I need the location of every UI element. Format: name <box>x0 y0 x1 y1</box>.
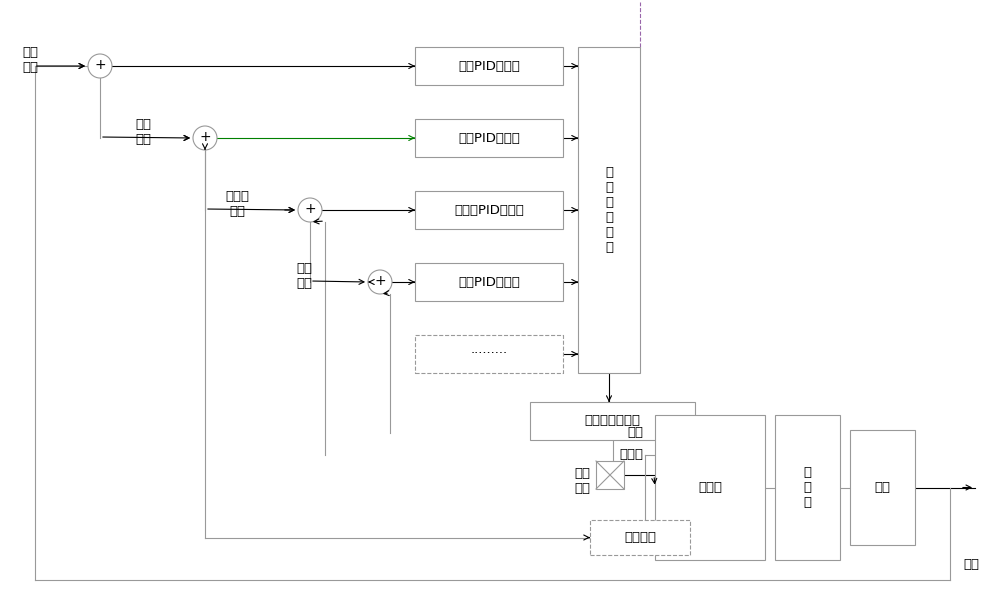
Text: 燃料阀控制模块: 燃料阀控制模块 <box>584 415 640 427</box>
Text: ·········: ········· <box>470 347 508 361</box>
Text: 转速: 转速 <box>627 427 643 440</box>
Bar <box>850 430 915 545</box>
Circle shape <box>298 198 322 222</box>
Text: 燃料
阀门: 燃料 阀门 <box>574 467 590 495</box>
Circle shape <box>193 126 217 150</box>
Text: 压比
基准: 压比 基准 <box>135 118 151 146</box>
Text: 加速度
基准: 加速度 基准 <box>225 190 249 218</box>
Circle shape <box>368 270 392 294</box>
Bar <box>415 119 563 157</box>
Bar <box>415 263 563 301</box>
Text: 控
制
模
式
选
择: 控 制 模 式 选 择 <box>605 166 613 254</box>
Text: 燃
烧
室: 燃 烧 室 <box>804 466 812 509</box>
Bar <box>590 520 690 555</box>
Text: 计算压比: 计算压比 <box>624 531 656 544</box>
Bar <box>655 415 765 560</box>
Text: 温度
基准: 温度 基准 <box>22 46 38 74</box>
Bar <box>596 461 624 489</box>
Bar <box>415 47 563 85</box>
Text: 加速度: 加速度 <box>619 449 643 462</box>
Text: +: + <box>374 274 386 288</box>
Bar <box>578 47 640 373</box>
Text: +: + <box>199 130 211 144</box>
Text: 透平: 透平 <box>874 481 891 494</box>
Bar <box>415 335 563 373</box>
Text: 加速度PID控制器: 加速度PID控制器 <box>454 203 524 217</box>
Text: 转速PID控制器: 转速PID控制器 <box>458 275 520 289</box>
Circle shape <box>88 54 112 78</box>
Text: 压气机: 压气机 <box>698 481 722 494</box>
Bar <box>415 191 563 229</box>
Text: +: + <box>304 202 316 216</box>
Text: 转速
基准: 转速 基准 <box>296 262 312 290</box>
Text: 温度PID控制器: 温度PID控制器 <box>458 60 520 73</box>
Bar <box>775 415 840 560</box>
Text: 压比PID控制器: 压比PID控制器 <box>458 131 520 145</box>
Text: 温度: 温度 <box>963 559 979 572</box>
Bar <box>530 402 695 440</box>
Text: +: + <box>94 58 106 72</box>
